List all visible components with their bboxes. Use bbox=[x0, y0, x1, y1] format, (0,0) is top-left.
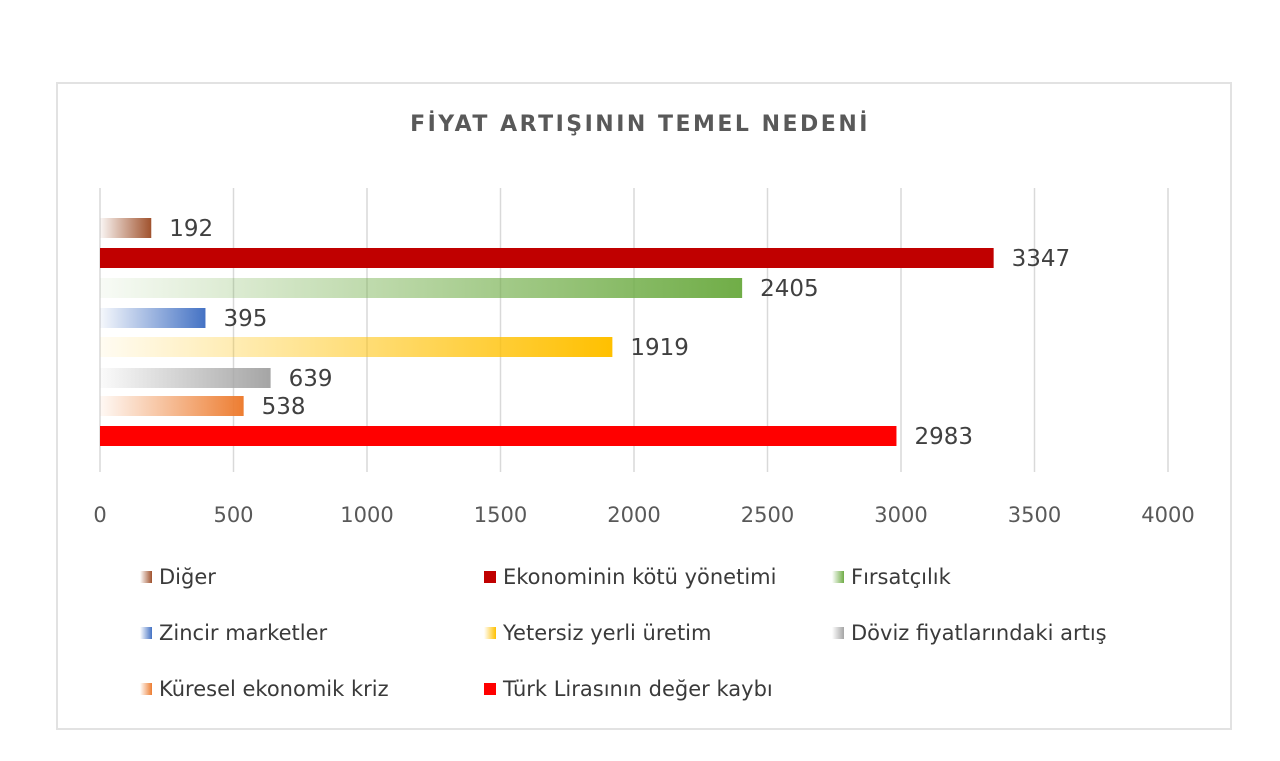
x-tick-label: 3500 bbox=[1008, 503, 1061, 527]
gridlines bbox=[99, 188, 1169, 472]
x-tick-label: 1000 bbox=[340, 503, 393, 527]
x-tick-label: 4000 bbox=[1141, 503, 1194, 527]
legend-item: Döviz fiyatlarındaki artış bbox=[832, 621, 1107, 645]
x-tick-label: 1500 bbox=[474, 503, 527, 527]
data-label-6: 639 bbox=[289, 366, 333, 392]
bar-4 bbox=[100, 308, 206, 328]
data-label-4: 395 bbox=[223, 306, 267, 332]
legend-swatch bbox=[140, 683, 152, 695]
legend-swatch bbox=[140, 571, 152, 583]
x-tick-label: 2500 bbox=[741, 503, 794, 527]
bars bbox=[100, 218, 994, 446]
data-label-2: 3347 bbox=[1012, 246, 1071, 272]
data-label-8: 2983 bbox=[914, 424, 973, 450]
data-label-7: 538 bbox=[262, 394, 306, 420]
legend-label: Fırsatçılık bbox=[851, 565, 951, 589]
legend-swatch bbox=[140, 627, 152, 639]
bar-5 bbox=[100, 337, 613, 357]
chart-frame bbox=[56, 82, 1232, 730]
legend-label: Yetersiz yerli üretim bbox=[503, 621, 712, 645]
legend-item: Zincir marketler bbox=[140, 621, 327, 645]
x-tick-label: 3000 bbox=[874, 503, 927, 527]
legend-label: Diğer bbox=[159, 565, 216, 589]
legend-label: Döviz fiyatlarındaki artış bbox=[851, 621, 1107, 645]
bar-3 bbox=[100, 278, 743, 298]
x-tick-label: 0 bbox=[93, 503, 106, 527]
legend-swatch bbox=[832, 571, 844, 583]
bar-6 bbox=[100, 368, 271, 388]
chart-title: FİYAT ARTIŞININ TEMEL NEDENİ bbox=[410, 112, 870, 137]
legend-label: Küresel ekonomik kriz bbox=[159, 677, 389, 701]
legend-swatch bbox=[484, 683, 496, 695]
legend-item: Diğer bbox=[140, 565, 216, 589]
data-label-3: 2405 bbox=[760, 276, 819, 302]
legend-label: Zincir marketler bbox=[159, 621, 328, 645]
legend-label: Ekonominin kötü yönetimi bbox=[503, 565, 777, 589]
legend-item: Ekonominin kötü yönetimi bbox=[484, 565, 776, 589]
legend-item: Küresel ekonomik kriz bbox=[140, 677, 389, 701]
legend-label: Türk Lirasının değer kaybı bbox=[503, 677, 773, 701]
bar-2 bbox=[100, 248, 994, 268]
x-axis-ticks: 0 500 1000 1500 2000 2500 3000 3500 4000 bbox=[93, 503, 1194, 527]
legend-swatch bbox=[832, 627, 844, 639]
legend-item: Yetersiz yerli üretim bbox=[484, 621, 711, 645]
x-tick-label: 2000 bbox=[607, 503, 660, 527]
legend-item: Türk Lirasının değer kaybı bbox=[484, 677, 773, 701]
legend-swatch bbox=[484, 627, 496, 639]
bar-1 bbox=[100, 218, 152, 238]
bar-7 bbox=[100, 396, 244, 416]
data-label-5: 1919 bbox=[630, 335, 689, 361]
legend-item: Fırsatçılık bbox=[832, 565, 951, 589]
legend-swatch bbox=[484, 571, 496, 583]
data-label-1: 192 bbox=[169, 216, 213, 242]
bar-8 bbox=[100, 426, 897, 446]
x-tick-label: 500 bbox=[213, 503, 253, 527]
